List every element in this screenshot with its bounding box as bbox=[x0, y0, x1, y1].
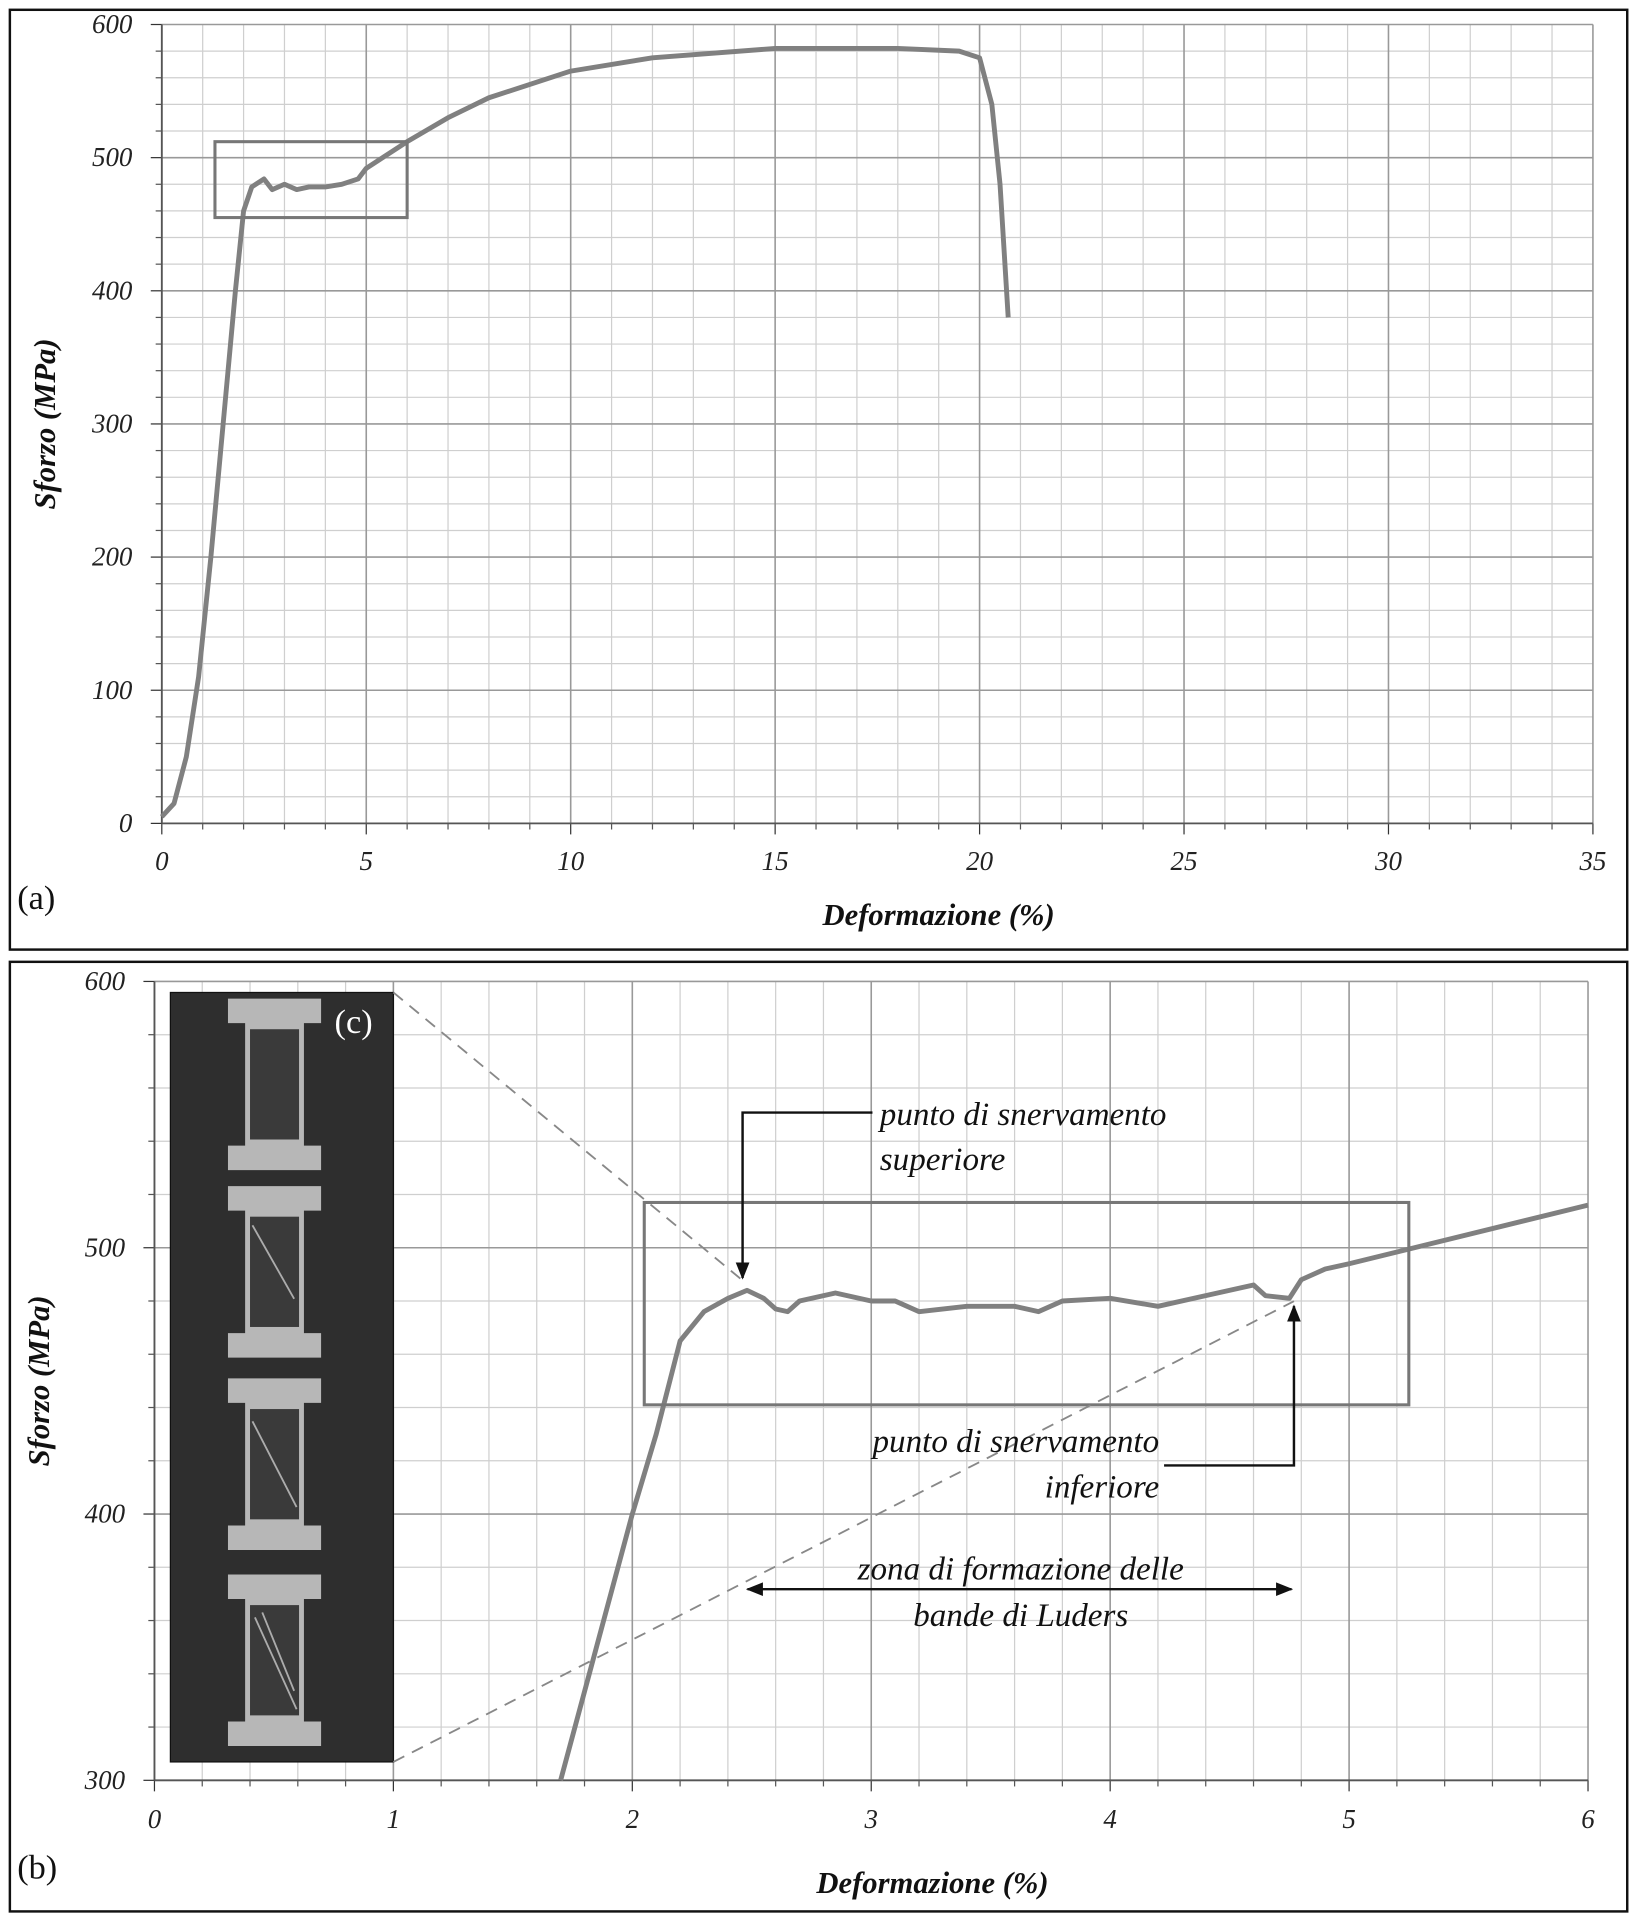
x-tick-label: 1 bbox=[387, 1804, 400, 1834]
y-tick-label: 0 bbox=[119, 808, 133, 838]
x-axis-title: Deformazione (%) bbox=[815, 1866, 1048, 1900]
annotation: inferiore bbox=[1045, 1469, 1160, 1505]
x-tick-label: 0 bbox=[155, 846, 169, 876]
panel-label: (a) bbox=[17, 879, 55, 917]
x-tick-label: 30 bbox=[1374, 846, 1402, 876]
x-tick-label: 5 bbox=[360, 846, 373, 876]
x-tick-label: 3 bbox=[864, 1804, 878, 1834]
y-axis-title: Sforzo (MPa) bbox=[22, 1295, 56, 1466]
y-tick-label: 200 bbox=[92, 542, 133, 572]
y-tick-label: 300 bbox=[91, 409, 133, 439]
y-tick-label: 400 bbox=[92, 275, 133, 305]
zoom-connector bbox=[392, 991, 1295, 1763]
inset-label: (c) bbox=[335, 1003, 373, 1041]
x-tick-label: 25 bbox=[1171, 846, 1198, 876]
annotation: bande di Luders bbox=[913, 1598, 1128, 1634]
x-tick-label: 20 bbox=[966, 846, 993, 876]
y-tick-label: 400 bbox=[85, 1499, 126, 1529]
x-tick-label: 6 bbox=[1581, 1804, 1595, 1834]
y-tick-label: 100 bbox=[92, 675, 133, 705]
x-tick-label: 35 bbox=[1578, 846, 1606, 876]
annotation: punto di snervamento bbox=[878, 1097, 1167, 1133]
x-tick-label: 10 bbox=[557, 846, 584, 876]
y-axis-title: Sforzo (MPa) bbox=[28, 338, 62, 509]
chart-a: 0 5 10 15 20 25 30 35 0 100 200 300 400 500 600 Deforma… bbox=[28, 9, 1606, 932]
x-tick-label: 5 bbox=[1342, 1804, 1355, 1834]
annotation-arrows bbox=[735, 1111, 1301, 1597]
zoom-box bbox=[642, 1200, 1411, 1407]
annotation: zona di formazione delle bbox=[857, 1551, 1184, 1587]
x-axis-title: Deformazione (%) bbox=[822, 898, 1055, 932]
data-line bbox=[160, 46, 1011, 819]
zoom-box bbox=[213, 140, 409, 220]
data-line bbox=[558, 1202, 1589, 1781]
y-tick-label: 600 bbox=[85, 966, 126, 996]
y-tick-label: 500 bbox=[92, 142, 133, 172]
x-tick-label: 2 bbox=[626, 1804, 639, 1834]
x-tick-label: 15 bbox=[762, 846, 789, 876]
inset-image bbox=[169, 991, 394, 1763]
panel-label: (b) bbox=[17, 1848, 57, 1886]
x-tick-label: 0 bbox=[148, 1804, 162, 1834]
annotation: punto di snervamento bbox=[871, 1424, 1160, 1460]
annotation: superiore bbox=[880, 1142, 1006, 1178]
x-tick-label: 4 bbox=[1103, 1804, 1116, 1834]
y-tick-label: 600 bbox=[92, 9, 133, 39]
y-tick-label: 300 bbox=[84, 1765, 126, 1795]
y-tick-label: 500 bbox=[85, 1232, 126, 1262]
